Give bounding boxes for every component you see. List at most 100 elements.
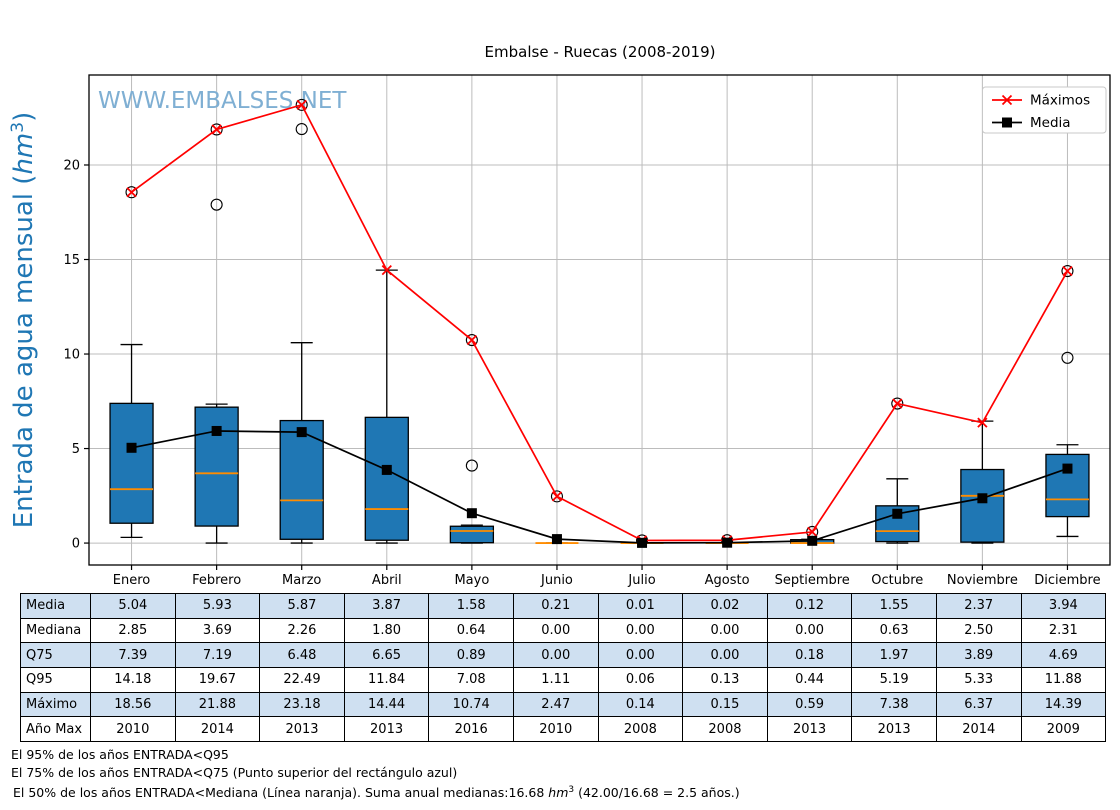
box-whisker-group [109, 98, 1090, 547]
box-enero [109, 402, 154, 524]
flier-circle-febrero [210, 123, 223, 136]
flier-circle-enero [125, 186, 138, 199]
media-marker [807, 535, 818, 546]
y-axis-label-post: ) [9, 112, 39, 122]
media-marker [637, 537, 648, 548]
y-tick-label: 10 [63, 348, 80, 363]
table-cell: 7.39 [90, 642, 176, 669]
maximos-marker [551, 491, 563, 502]
table-cell: 0.00 [682, 642, 768, 669]
table-cell: 0.00 [512, 617, 599, 644]
y-tick-label: 5 [72, 442, 80, 457]
table-row-q75: Q75 7.39 7.19 6.48 6.65 0.89 0.00 0.00 0.00 0.18 1… [20, 642, 1107, 669]
table-row-label: Máximo [20, 691, 91, 718]
maximos-marker [977, 417, 988, 428]
table-cell: 2013 [766, 716, 853, 743]
table-cell: 2.47 [512, 691, 599, 718]
legend-label-media: Media [1030, 115, 1071, 131]
box-marzo [279, 419, 324, 540]
table-cell: 5.33 [935, 667, 1022, 693]
table-cell: 0.12 [766, 593, 853, 619]
table-cell: 2008 [682, 716, 768, 743]
footer-note-q75: El 75% de los años ENTRADA<Q75 (Punto su… [11, 765, 457, 780]
y-axis-label-pre: Entrada de agua mensual ( [9, 175, 39, 529]
footer-note-q95: El 95% de los años ENTRADA<Q95 [11, 747, 229, 762]
flier-circle-junio [550, 490, 564, 503]
table-cell: 0.21 [512, 593, 599, 619]
media-marker [126, 442, 137, 453]
flier-circle-mayo [465, 459, 478, 472]
media-marker [466, 508, 477, 519]
footer-note-mediana-pre: El 50% de los años ENTRADA<Mediana (Líne… [13, 785, 549, 801]
table-cell: 0.18 [766, 642, 853, 669]
flier-circle-marzo [295, 123, 308, 136]
legend-maximos-marker [1001, 94, 1013, 106]
table-cell: 18.56 [90, 691, 176, 718]
series-lines-group [126, 99, 1073, 548]
box-febrero [194, 406, 239, 527]
table-cell: 0.14 [597, 691, 684, 718]
footer-note-q75-text: El 75% de los años ENTRADA<Q75 (Punto su… [11, 765, 458, 780]
footer-note-mediana-unit: hm [548, 785, 569, 801]
box-mayo [449, 525, 495, 544]
table-cell: 10.74 [428, 691, 514, 718]
media-marker [551, 534, 562, 545]
chart-title: Embalse - Ruecas (2008-2019) [485, 43, 716, 61]
media-marker [381, 464, 392, 475]
table-cell: 11.88 [1020, 667, 1107, 693]
maximos-marker [211, 124, 222, 135]
table-cell: 0.89 [428, 642, 514, 669]
table-row-máximo: Máximo 18.56 21.88 23.18 14.44 10.74 2.47 0.14 0… [20, 691, 1107, 718]
table-cell: 0.00 [512, 642, 599, 669]
table-cell: 5.04 [90, 593, 176, 619]
y-tick-label: 20 [63, 158, 80, 173]
table-cell: 21.88 [174, 691, 261, 718]
flier-circle-febrero [210, 198, 223, 211]
footer-note-mediana-sup: 3 [568, 785, 575, 795]
table-row-q95: Q95 14.18 19.67 22.49 11.84 7.08 1.11 0.06 0.13 0… [20, 667, 1107, 693]
x-tick-label: Diciembre [1034, 573, 1100, 588]
x-tick-label: Enero [113, 573, 151, 588]
table-cell: 2.50 [935, 617, 1022, 644]
table-cell: 2016 [428, 716, 514, 743]
table-cell: 1.58 [428, 593, 514, 619]
table-cell: 22.49 [259, 667, 345, 693]
y-tick-label: 0 [72, 537, 80, 552]
grid-lines [89, 75, 1110, 565]
media-marker [296, 427, 307, 438]
media-line [131, 430, 1068, 544]
table-cell: 2.85 [90, 617, 176, 644]
table-cell: 0.00 [766, 617, 853, 644]
table-cell: 5.19 [851, 667, 937, 693]
legend-label-maximos: Máximos [1030, 93, 1090, 109]
table-cell: 0.06 [597, 667, 684, 693]
footer-note-mediana: El 50% de los años ENTRADA<Mediana (Líne… [13, 785, 740, 800]
table-cell: 14.18 [90, 667, 176, 693]
table-cell: 3.87 [343, 593, 430, 619]
y-axis-label-sup: 3 [8, 122, 28, 133]
table-cell: 4.69 [1020, 642, 1107, 669]
table-cell: 6.48 [259, 642, 345, 669]
x-tick-label: Noviembre [947, 573, 1018, 588]
legend-frame [982, 86, 1107, 134]
maximos-marker [1062, 265, 1073, 277]
watermark-text: WWW.EMBALSES.NET [98, 88, 347, 114]
maximos-marker [381, 264, 392, 276]
flier-circle-marzo [295, 98, 308, 111]
x-tick-label: Mayo [454, 573, 489, 588]
table-cell: 3.89 [935, 642, 1022, 669]
table-row-mediana: Mediana 2.85 3.69 2.26 1.80 0.64 0.00 0.00 0.00 0… [20, 617, 1107, 644]
flier-circle-diciembre [1061, 264, 1074, 278]
table-row-label: Media [20, 593, 91, 619]
table-row-label: Mediana [20, 617, 91, 644]
table-cell: 1.11 [512, 667, 599, 693]
table-cell: 2.37 [935, 593, 1022, 619]
table-cell: 19.67 [174, 667, 261, 693]
table-cell: 5.93 [174, 593, 261, 619]
table-row-label: Q95 [20, 667, 91, 693]
table-cell: 7.08 [428, 667, 514, 693]
table-cell: 0.64 [428, 617, 514, 644]
media-marker [892, 508, 903, 519]
table-cell: 14.44 [343, 691, 430, 718]
